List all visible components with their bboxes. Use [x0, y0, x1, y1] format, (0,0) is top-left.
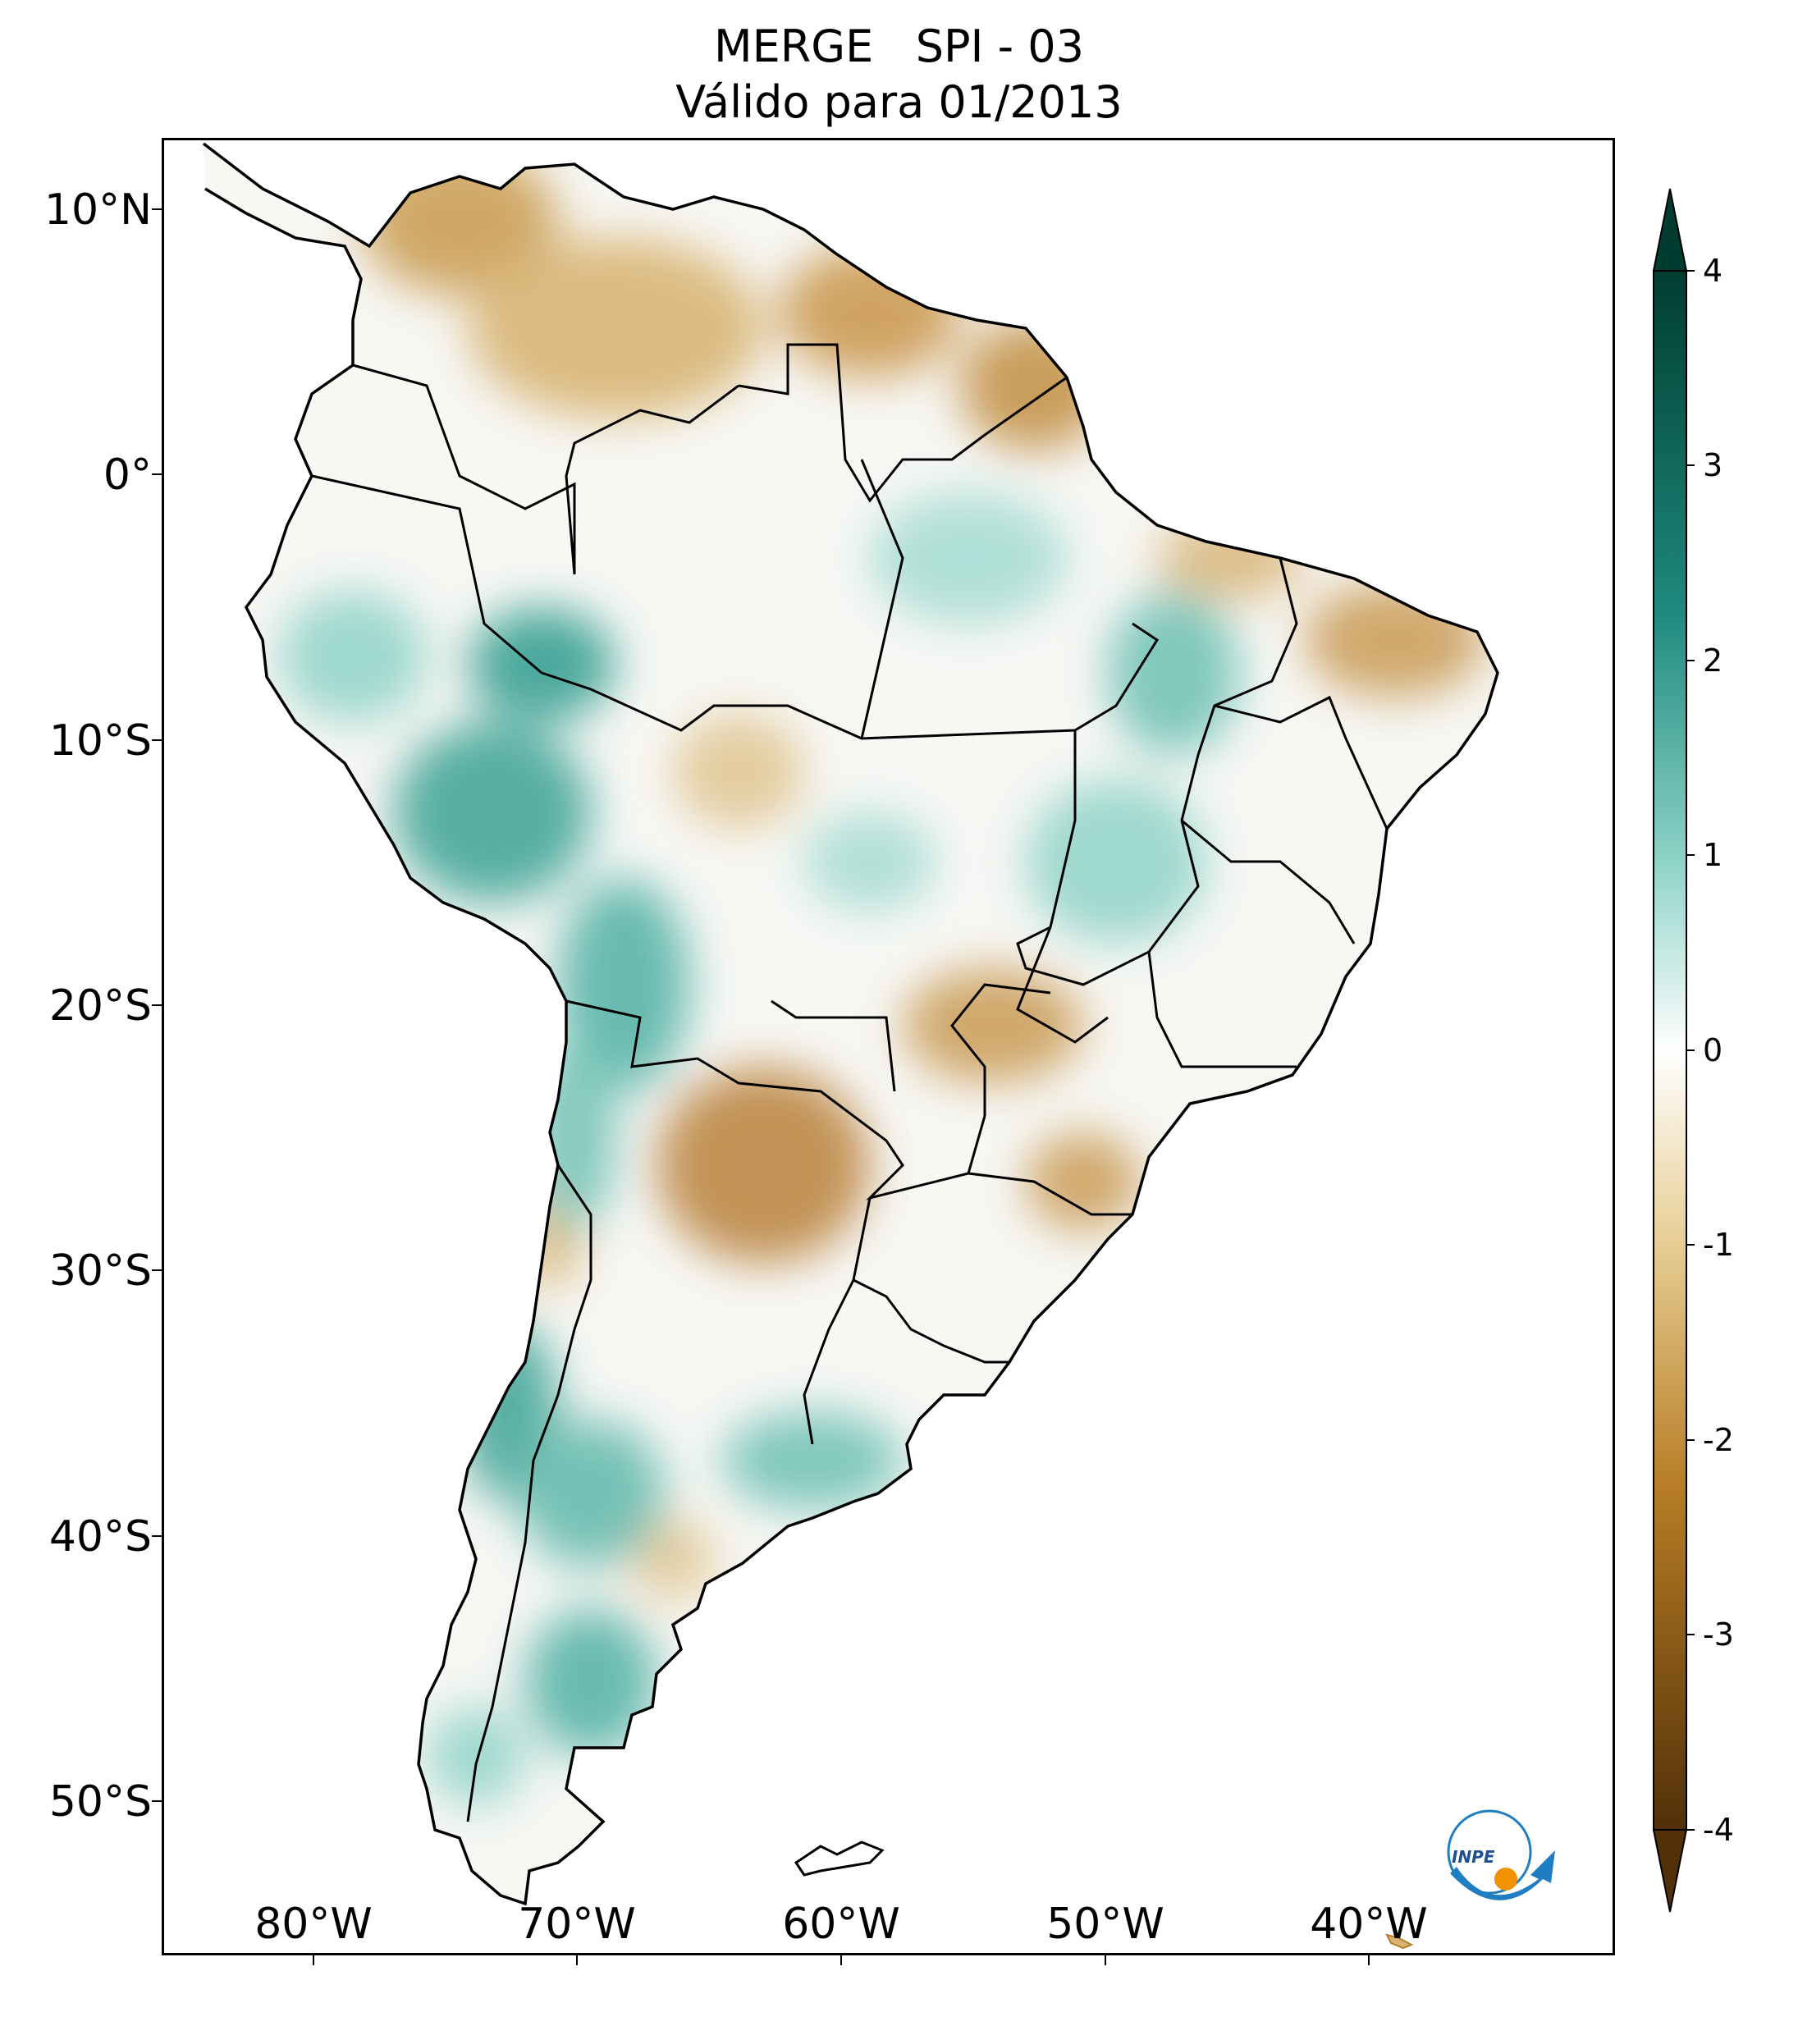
lat-label-40s: 40°S [48, 1512, 152, 1562]
colorbar-ticks [1686, 270, 1695, 1831]
dry-spot [903, 968, 1083, 1083]
cb-label-m4: -4 [1703, 1812, 1734, 1848]
lon-label-60w: 60°W [782, 1900, 900, 1949]
lat-label-30s: 30°S [48, 1246, 152, 1296]
lat-label-10n: 10°N [43, 185, 152, 235]
continent-outline [202, 142, 1499, 1906]
south-georgia [1385, 1933, 1414, 1950]
cb-label-2: 2 [1703, 642, 1723, 679]
wet-spot [468, 607, 615, 722]
cb-label-0: 0 [1703, 1032, 1723, 1068]
cb-label-3: 3 [1703, 447, 1723, 483]
wet-spot [517, 1420, 665, 1567]
border [1016, 730, 1200, 986]
border [565, 999, 986, 1200]
dry-spot [657, 1067, 870, 1264]
cb-label-m1: -1 [1703, 1227, 1734, 1263]
lat-label-20s: 20°S [48, 981, 152, 1031]
border [565, 384, 739, 575]
colorbar [1652, 188, 1695, 1913]
colorbar-body [1653, 270, 1687, 1831]
lon-label-50w: 50°W [1046, 1900, 1164, 1949]
inpe-logo: INPE [1447, 1809, 1555, 1900]
wet-spot [722, 1411, 903, 1510]
border [466, 1164, 592, 1822]
wet-spot [427, 1707, 525, 1805]
border [1181, 819, 1356, 944]
logo-ring [1447, 1809, 1532, 1895]
cb-label-m2: -2 [1703, 1422, 1734, 1458]
lon-label-70w: 70°W [518, 1900, 636, 1949]
wet-spot [279, 591, 427, 722]
wet-spot [558, 878, 689, 1091]
cb-label-m3: -3 [1703, 1616, 1734, 1653]
lat-label-10s: 10°S [48, 716, 152, 766]
map-title: MERGE SPI - 03 [714, 21, 1084, 72]
border [984, 376, 1068, 437]
wet-spot [870, 492, 1067, 624]
axis-ticks [152, 208, 1370, 1965]
border [311, 474, 542, 674]
wet-spot [1108, 591, 1239, 755]
wet-spot [394, 722, 591, 903]
lon-label-40w: 40°W [1310, 1900, 1428, 1949]
country-borders [311, 343, 1389, 1822]
border [950, 983, 1051, 1116]
lat-label-0: 0° [103, 450, 152, 500]
cb-label-4: 4 [1703, 253, 1723, 289]
wet-spot [525, 1608, 657, 1756]
falkland-islands [794, 1841, 885, 1877]
border [803, 1279, 855, 1445]
lat-label-50s: 50°S [48, 1777, 152, 1827]
dry-spot [632, 1518, 714, 1600]
border [1074, 622, 1160, 732]
border [860, 459, 904, 739]
border [352, 364, 576, 574]
wet-spot [1026, 780, 1206, 944]
wet-spot [804, 812, 936, 911]
border [738, 343, 986, 503]
colorbar-max-extension [1652, 188, 1688, 272]
map-frame [162, 138, 1615, 1955]
logo-sun [1494, 1868, 1517, 1891]
dry-spot [673, 714, 804, 829]
border [1196, 557, 1298, 756]
logo-swoosh [1450, 1850, 1555, 1900]
border [1214, 695, 1389, 830]
dry-spot [468, 238, 763, 418]
cb-label-1: 1 [1703, 837, 1723, 873]
border [968, 1172, 1132, 1216]
lon-label-80w: 80°W [254, 1900, 373, 1949]
border [1147, 951, 1297, 1068]
map-subtitle: Válido para 01/2013 [675, 76, 1123, 128]
logo-text: INPE [1452, 1847, 1495, 1867]
dry-spot [1026, 1132, 1141, 1231]
border [771, 999, 896, 1092]
colorbar-min-extension [1652, 1829, 1688, 1913]
border [1016, 926, 1109, 1044]
